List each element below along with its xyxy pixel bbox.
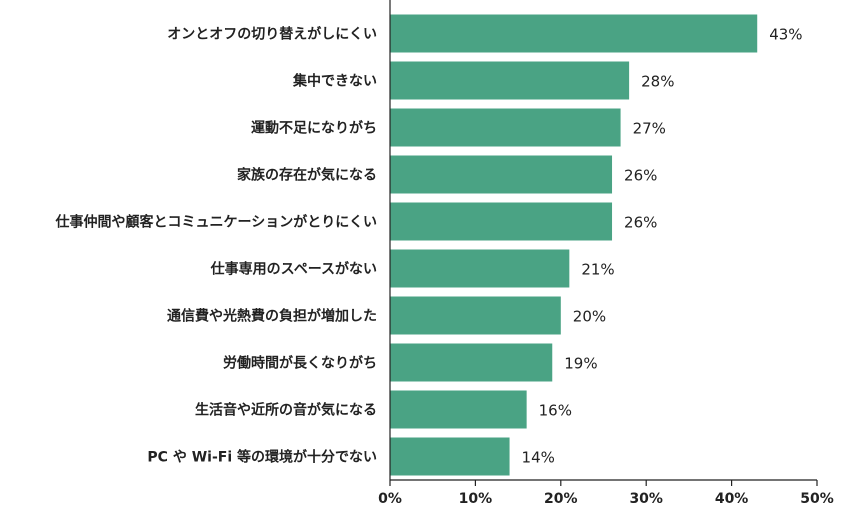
x-tick-label: 30%: [629, 491, 663, 507]
x-tick-label: 40%: [715, 491, 749, 507]
category-label: 生活音や近所の音が気になる: [195, 402, 377, 419]
bar: [390, 61, 630, 100]
value-label: 26%: [624, 167, 657, 185]
bar: [390, 249, 570, 288]
bar: [390, 202, 613, 241]
x-axis: 0% 10% 20% 30% 40% 50%: [378, 0, 834, 507]
value-label: 21%: [581, 261, 614, 279]
category-label: 労働時間が長くなりがち: [223, 355, 377, 372]
value-label: 28%: [641, 73, 674, 91]
category-label: PC や Wi-Fi 等の環境が十分でない: [147, 449, 377, 466]
value-label: 20%: [573, 308, 606, 326]
category-label: 通信費や光熱費の負担が増加した: [167, 308, 377, 325]
bars-group: [390, 14, 758, 476]
category-label: 仕事仲間や顧客とコミュニケーションがとりにくい: [55, 214, 377, 231]
x-tick-label: 0%: [378, 491, 402, 507]
bar: [390, 108, 621, 147]
value-label: 19%: [564, 355, 597, 373]
bar: [390, 296, 561, 335]
value-label: 27%: [633, 120, 666, 138]
category-label: 集中できない: [292, 73, 377, 90]
category-labels: オンとオフの切り替えがしにくい集中できない運動不足になりがち家族の存在が気になる…: [55, 26, 377, 466]
bar: [390, 390, 527, 429]
category-label: オンとオフの切り替えがしにくい: [167, 26, 377, 43]
value-labels: 43% 28% 27% 26% 26% 21% 20% 19% 16% 14%: [522, 26, 803, 467]
category-label: 運動不足になりがち: [251, 120, 377, 137]
bar: [390, 343, 553, 382]
category-label: 仕事専用のスペースがない: [210, 261, 377, 278]
value-label: 14%: [522, 449, 555, 467]
bar: [390, 14, 758, 53]
value-label: 26%: [624, 214, 657, 232]
x-tick-label: 20%: [544, 491, 578, 507]
bar: [390, 155, 613, 194]
value-label: 16%: [539, 402, 572, 420]
bar: [390, 437, 510, 476]
x-tick-label: 10%: [459, 491, 493, 507]
x-tick-label: 50%: [800, 491, 834, 507]
value-label: 43%: [769, 26, 802, 44]
category-label: 家族の存在が気になる: [237, 167, 377, 184]
